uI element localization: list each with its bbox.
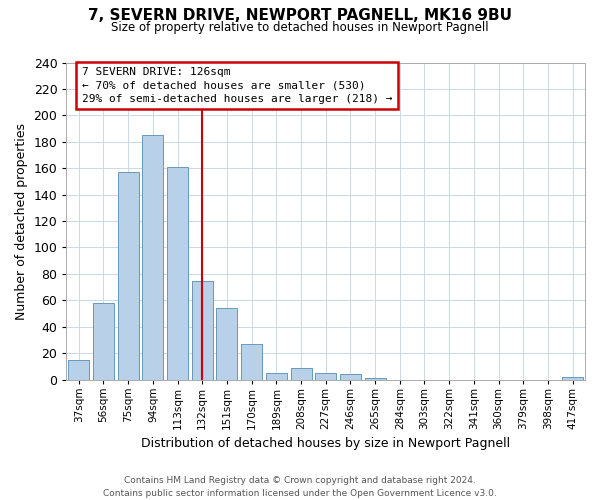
Bar [365,378,386,380]
Bar [562,377,583,380]
Text: 7 SEVERN DRIVE: 126sqm
← 70% of detached houses are smaller (530)
29% of semi-de: 7 SEVERN DRIVE: 126sqm ← 70% of detached… [82,68,392,104]
Bar [118,172,139,380]
Text: Contains HM Land Registry data © Crown copyright and database right 2024.
Contai: Contains HM Land Registry data © Crown c… [103,476,497,498]
Bar [167,167,188,380]
Text: Size of property relative to detached houses in Newport Pagnell: Size of property relative to detached ho… [111,21,489,34]
X-axis label: Distribution of detached houses by size in Newport Pagnell: Distribution of detached houses by size … [141,437,510,450]
Bar [290,368,311,380]
Bar [142,135,163,380]
Text: 7, SEVERN DRIVE, NEWPORT PAGNELL, MK16 9BU: 7, SEVERN DRIVE, NEWPORT PAGNELL, MK16 9… [88,8,512,22]
Bar [266,373,287,380]
Y-axis label: Number of detached properties: Number of detached properties [15,122,28,320]
Bar [93,303,114,380]
Bar [241,344,262,380]
Bar [340,374,361,380]
Bar [217,308,238,380]
Bar [315,373,336,380]
Bar [192,280,213,380]
Bar [68,360,89,380]
